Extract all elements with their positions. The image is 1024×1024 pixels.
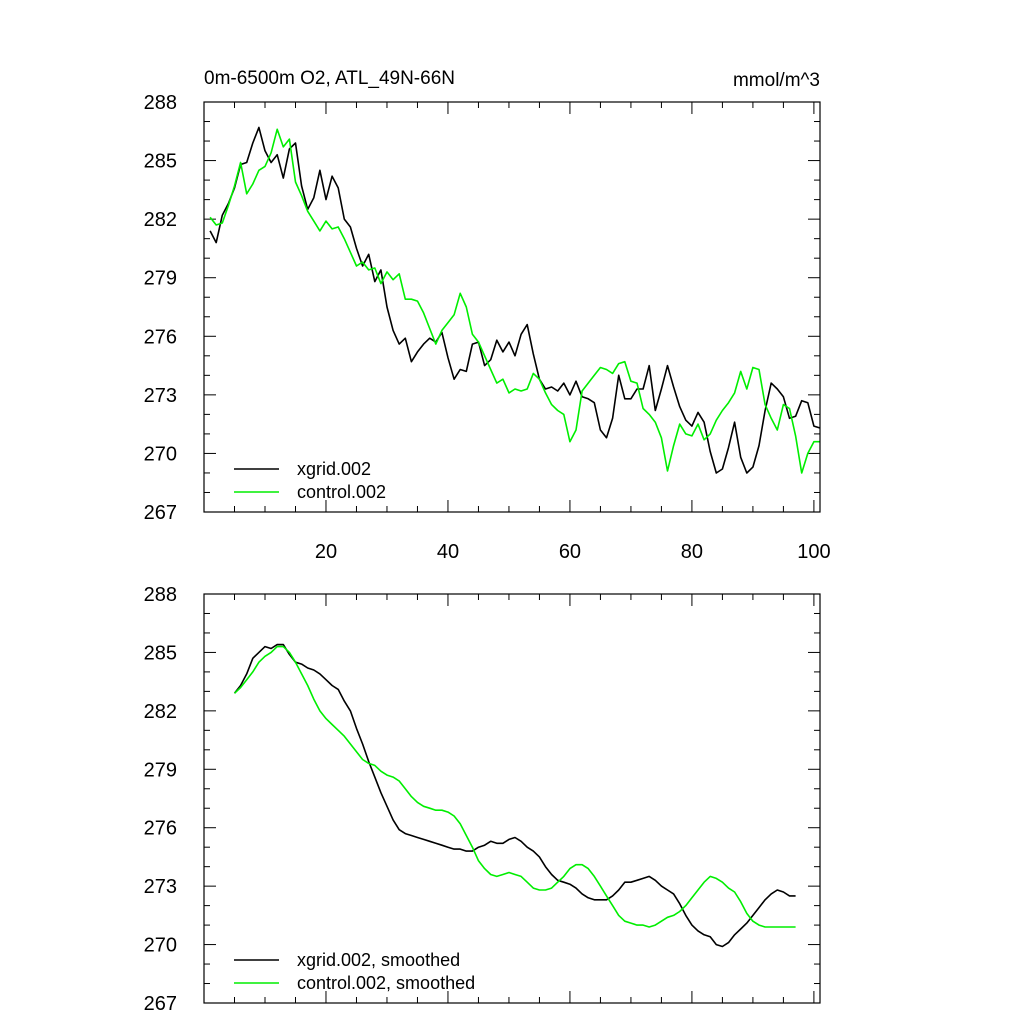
- y-tick-label: 267: [144, 502, 177, 524]
- legend-label: control.002, smoothed: [297, 973, 475, 993]
- y-tick-label: 267: [144, 993, 177, 1015]
- y-tick-label: 279: [144, 268, 177, 290]
- y-tick-label: 273: [144, 876, 177, 898]
- y-tick-labels: 267 270 273 276 279 282 285 288: [144, 584, 177, 1015]
- y-tick-label: 282: [144, 209, 177, 231]
- y-tick-labels: 267 270 273 276 279 282 285 288: [144, 92, 177, 524]
- x-tick-label: 80: [681, 541, 703, 563]
- legend-label: xgrid.002, smoothed: [297, 950, 460, 970]
- legend: xgrid.002 control.002: [234, 459, 386, 502]
- x-tick-label: 20: [315, 541, 337, 563]
- y-tick-label: 288: [144, 584, 177, 606]
- legend: xgrid.002, smoothed control.002, smoothed: [234, 950, 475, 993]
- plot-frame: [203, 593, 821, 1004]
- series-line: [209, 128, 820, 474]
- axis-ticks: [204, 101, 820, 513]
- x-tick-label: 100: [797, 541, 830, 563]
- x-tick-label: 40: [437, 541, 459, 563]
- y-tick-label: 276: [144, 326, 177, 348]
- series-line: [209, 126, 821, 474]
- y-tick-label: 270: [144, 443, 177, 465]
- legend-label: control.002: [297, 482, 386, 502]
- y-tick-label: 285: [144, 151, 177, 173]
- y-tick-label: 273: [144, 385, 177, 407]
- legend-label: xgrid.002: [297, 459, 371, 479]
- axis-ticks: [204, 593, 820, 1004]
- bottom-panel: 267 270 273 276 279 282 285 288 xgrid.002, smoo…: [144, 584, 821, 1015]
- series-lines: [209, 126, 821, 474]
- y-tick-label: 285: [144, 642, 177, 664]
- chart-title: 0m-6500m O2, ATL_49N-66N: [204, 68, 455, 89]
- y-tick-label: 276: [144, 818, 177, 840]
- y-tick-label: 270: [144, 935, 177, 957]
- x-tick-labels: 20 40 60 80 100: [315, 541, 831, 563]
- units-label: mmol/m^3: [733, 70, 820, 91]
- top-panel: 0m-6500m O2, ATL_49N-66N mmol/m^3 267 270…: [144, 68, 831, 563]
- x-tick-label: 60: [559, 541, 581, 563]
- plot-frame: [203, 101, 821, 513]
- series-lines: [233, 643, 796, 948]
- y-tick-label: 279: [144, 759, 177, 781]
- series-line: [233, 643, 796, 948]
- y-tick-label: 282: [144, 701, 177, 723]
- series-line: [233, 645, 796, 928]
- y-tick-label: 288: [144, 92, 177, 114]
